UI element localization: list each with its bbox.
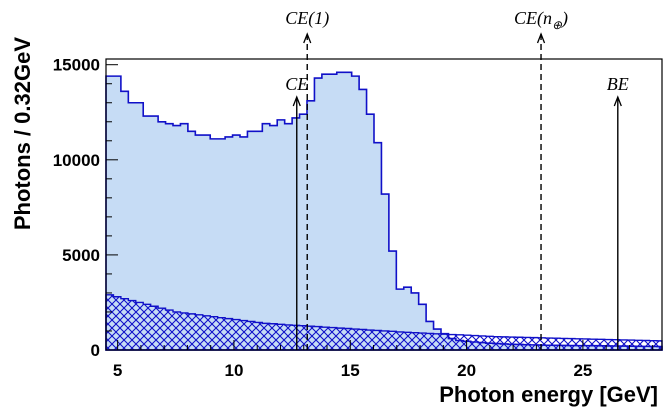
- x-tick-label: 15: [341, 361, 360, 380]
- y-axis-title: Photons / 0.32GeV: [10, 37, 35, 230]
- x-tick-label: 10: [224, 361, 243, 380]
- annotation-3-arrowhead: [536, 32, 546, 44]
- y-tick-label: 5000: [62, 246, 100, 265]
- annotation-4-label: BE: [607, 74, 629, 94]
- annotation-2-label: CE: [285, 74, 308, 94]
- annotation-1-label: CE(1): [285, 8, 329, 29]
- signal-filled-histogram: [105, 71, 663, 351]
- y-tick-label: 0: [91, 341, 100, 360]
- annotation-1-arrowhead: [303, 32, 312, 44]
- annotation-arrows: CE(1) CE CE(n⊕) BE: [285, 8, 629, 350]
- y-tick-label: 10000: [53, 151, 100, 170]
- histogram-series: [105, 71, 663, 351]
- annotation-4-arrowhead: [613, 95, 622, 107]
- plot-frame: [105, 58, 663, 351]
- background-hatched-histogram: [105, 294, 663, 351]
- x-axis-title: Photon energy [GeV]: [439, 382, 658, 407]
- x-tick-label: 20: [457, 361, 476, 380]
- annotation-2-arrowhead: [292, 95, 301, 107]
- x-tick-label: 25: [573, 361, 592, 380]
- x-tick-label: 5: [113, 361, 122, 380]
- annotation-3-label: CE(n⊕): [514, 8, 568, 32]
- axis-ticks: 5 10 15 20 25 0 5000 10000 15000: [53, 56, 654, 380]
- y-tick-label: 15000: [53, 56, 100, 75]
